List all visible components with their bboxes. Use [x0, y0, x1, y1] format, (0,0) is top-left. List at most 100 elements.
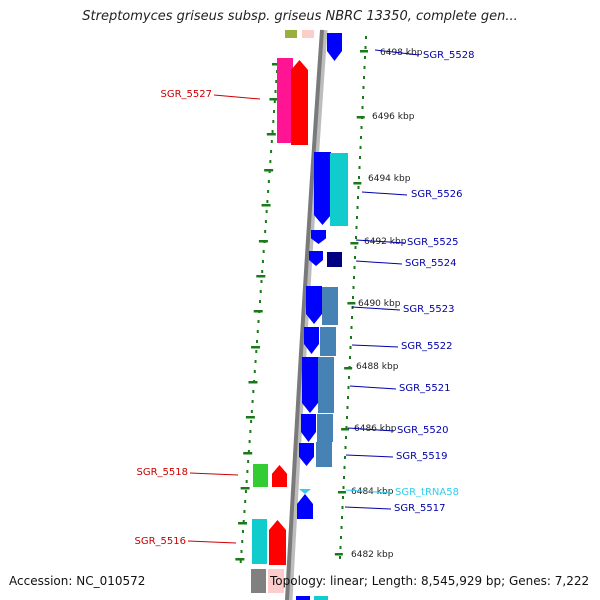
- tick-dot: [352, 296, 354, 299]
- label-leader-line: [374, 49, 420, 56]
- gene-label[interactable]: SGR_5524: [405, 258, 457, 269]
- label-leader-line: [351, 306, 401, 311]
- tick-dashes-right: [334, 50, 368, 556]
- gene-label[interactable]: SGR_5521: [399, 383, 451, 394]
- tick-dot: [349, 346, 352, 349]
- tick-dot: [275, 80, 278, 83]
- tick-dot: [363, 66, 366, 69]
- accession-text: Accession: NC_010572: [9, 574, 146, 588]
- tick-dot: [247, 450, 250, 453]
- feature-sgr5527-magenta: [277, 58, 293, 143]
- kbp-label: 6494 kbp: [368, 174, 411, 184]
- tick-dot: [250, 410, 253, 413]
- gene-label[interactable]: SGR_5519: [396, 451, 448, 462]
- tick-dot: [249, 430, 252, 433]
- tick-dot: [351, 316, 353, 319]
- tick-dot: [246, 470, 249, 473]
- tick-dot: [243, 510, 246, 513]
- tick-dot: [341, 516, 343, 519]
- gene-label[interactable]: SGR_5522: [401, 341, 453, 352]
- tick-dot: [344, 446, 347, 449]
- tick-dot: [345, 426, 348, 429]
- tick-dash: [341, 428, 350, 431]
- tick-dot: [272, 120, 275, 123]
- kbp-label: 6482 kbp: [351, 550, 394, 560]
- label-leader-line: [189, 472, 239, 476]
- feature-sgr5516-cyan: [252, 519, 267, 564]
- tick-dot: [350, 336, 352, 339]
- tick-dot: [250, 420, 253, 423]
- feature-sgr5526: [314, 152, 331, 225]
- tick-dash: [266, 133, 276, 136]
- tick-dash: [251, 346, 261, 349]
- tick-dot: [255, 350, 258, 353]
- feature-top-pink: [302, 30, 314, 38]
- feature-sgr5526-cyan: [330, 153, 348, 226]
- tick-dot: [245, 480, 248, 483]
- feature-sgr5523-b: [322, 287, 338, 325]
- feature-bottom-blue: [296, 596, 310, 600]
- tick-dot: [342, 486, 345, 489]
- gene-label[interactable]: SGR_5525: [407, 237, 459, 248]
- tick-dot: [344, 456, 346, 459]
- feature-sgr5525: [311, 230, 326, 244]
- tick-dash: [353, 182, 362, 185]
- tick-dash: [347, 302, 356, 305]
- feature-sgr5528: [327, 33, 342, 61]
- tick-dot: [355, 236, 357, 239]
- feature-sgr5523: [306, 286, 322, 324]
- tick-dot: [339, 546, 342, 549]
- tick-dot: [348, 376, 350, 379]
- tick-dot: [354, 256, 356, 259]
- tick-dot: [266, 200, 269, 203]
- tick-dot: [343, 466, 346, 469]
- feature-sgr5527-red: [291, 60, 308, 145]
- gene-label-layer: SGR_5528 SGR_5527 SGR_5526 SGR_5525 SGR_5524…: [135, 49, 475, 547]
- tick-dot: [352, 286, 355, 289]
- tick-dot: [244, 490, 247, 493]
- feature-sgr5519-b: [316, 442, 332, 467]
- tick-dot: [273, 110, 276, 113]
- tick-dot: [265, 210, 268, 213]
- tick-dash: [360, 50, 368, 53]
- label-leader-line: [355, 260, 403, 265]
- gene-label[interactable]: SGR_5527: [161, 89, 213, 100]
- gene-label[interactable]: SGR_5520: [397, 425, 449, 436]
- tick-dot: [259, 290, 262, 293]
- gene-label[interactable]: SGR_5528: [423, 50, 475, 61]
- kbp-label: 6490 kbp: [358, 299, 401, 309]
- tick-dot: [269, 160, 272, 163]
- gene-label[interactable]: SGR_5526: [411, 189, 463, 200]
- tick-dash: [272, 63, 281, 66]
- tick-dot: [347, 386, 350, 389]
- feature-sgr5521-b: [318, 357, 334, 413]
- tick-dot: [362, 86, 365, 89]
- tick-dash: [261, 204, 271, 207]
- gene-label[interactable]: SGR_tRNA58: [395, 487, 459, 498]
- label-leader-line: [361, 191, 408, 196]
- tick-dot: [359, 156, 361, 159]
- tick-dot: [270, 150, 273, 153]
- tick-dot: [261, 270, 264, 273]
- gene-label[interactable]: SGR_5518: [137, 467, 189, 478]
- gene-label[interactable]: SGR_5523: [403, 304, 455, 315]
- gene-label[interactable]: SGR_5516: [135, 536, 187, 547]
- tick-dot: [361, 106, 364, 109]
- tick-dot: [274, 90, 277, 93]
- tick-dash: [245, 416, 255, 419]
- tick-dash: [350, 242, 359, 245]
- tick-dot: [363, 76, 365, 79]
- tick-dot: [364, 46, 367, 49]
- feature-sgr5520-b: [317, 414, 333, 442]
- tick-dot: [262, 250, 265, 253]
- label-leader-line: [349, 385, 397, 390]
- gene-label[interactable]: SGR_5517: [394, 503, 446, 514]
- tick-dot: [241, 530, 244, 533]
- tick-dot: [253, 370, 256, 373]
- tick-dot: [252, 390, 255, 393]
- label-leader-line: [347, 427, 395, 432]
- tick-dot: [251, 400, 254, 403]
- feature-sgr5524-a: [309, 251, 323, 266]
- tick-dot: [260, 280, 263, 283]
